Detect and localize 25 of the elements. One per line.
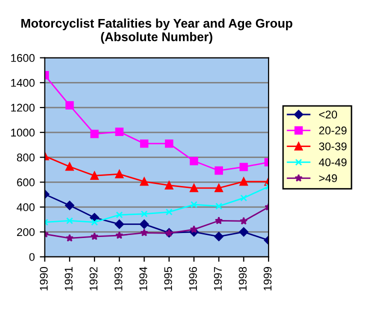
y-tick-label: 1200 bbox=[11, 104, 35, 112]
x-tick-label: 1999 bbox=[264, 267, 272, 290]
x-tick-label: 1990 bbox=[40, 266, 48, 290]
x-tick-label: 1992 bbox=[90, 267, 98, 290]
y-tick-label: 1400 bbox=[11, 78, 35, 87]
y-tick-label: 0 bbox=[29, 253, 35, 261]
x-tick-label: 1993 bbox=[114, 267, 122, 290]
y-tick-label: 600 bbox=[17, 178, 35, 186]
y-tick-label: 800 bbox=[16, 154, 35, 162]
y-tick-label: 1000 bbox=[11, 128, 35, 137]
x-tick-label: 1996 bbox=[189, 267, 197, 290]
y-tick-label: 200 bbox=[17, 228, 35, 236]
legend-label: 30-39 bbox=[319, 142, 347, 150]
x-tick-label: 1995 bbox=[164, 266, 172, 290]
x-tick-label: 1991 bbox=[64, 267, 73, 290]
x-tick-label: 1998 bbox=[238, 267, 247, 290]
legend-label: >49 bbox=[319, 174, 337, 182]
chart-title: Motorcyclist Fatalities by Year and Age Group (Absolute Number) bbox=[21, 18, 292, 44]
y-tick-label: 400 bbox=[16, 203, 35, 212]
x-tick-label: 1997 bbox=[214, 267, 222, 290]
y-tick-label: 1600 bbox=[11, 54, 35, 62]
legend-label: <20 bbox=[319, 110, 338, 118]
legend-label: 40-49 bbox=[318, 158, 347, 166]
legend-label: 20-29 bbox=[319, 126, 347, 134]
x-tick-label: 1994 bbox=[139, 266, 148, 290]
